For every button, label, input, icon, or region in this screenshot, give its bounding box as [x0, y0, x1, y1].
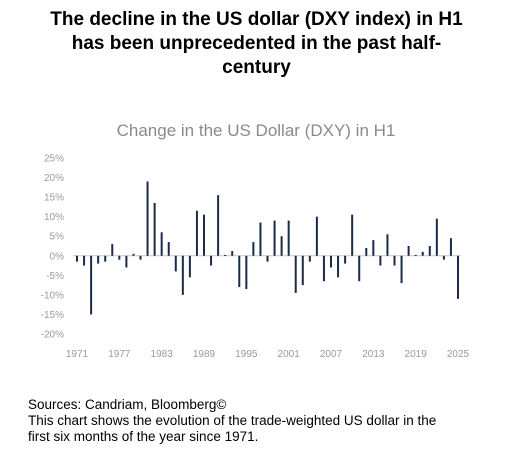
- bar-2016: [393, 255, 396, 266]
- chart-description-2: first six months of the year since 1971.: [28, 429, 259, 444]
- y-axis: 25% 20% 15% 10% 5% 0% -5% -10% -15% -20%: [41, 154, 461, 341]
- bar-1991: [217, 195, 220, 256]
- bar-2020: [421, 251, 424, 256]
- x-tick-label: 2013: [362, 349, 385, 360]
- headline-line-3: century: [222, 57, 291, 78]
- x-tick-label: 2019: [405, 349, 428, 360]
- bar-1976: [111, 244, 114, 256]
- bar-1983: [160, 232, 163, 256]
- bar-1973: [90, 255, 93, 315]
- bar-2018: [407, 246, 410, 256]
- bar-1999: [273, 220, 276, 256]
- bar-2007: [330, 255, 332, 268]
- bar-2025: [457, 255, 459, 299]
- y-tick-label: 15%: [44, 193, 64, 204]
- x-tick-label: 1989: [193, 349, 216, 360]
- x-tick-label: 2001: [278, 349, 301, 360]
- y-tick-label: -20%: [41, 330, 64, 341]
- bar-2023: [442, 255, 445, 260]
- bar-1981: [146, 181, 149, 256]
- bar-2000: [280, 236, 283, 256]
- x-tick-label: 1995: [235, 349, 258, 360]
- x-axis: 1971 1977 1983 1989 1995 2001 2007 2013 2019 2025: [66, 349, 470, 360]
- bar-2022: [435, 218, 438, 256]
- bar-2021: [428, 246, 431, 256]
- source-note: Sources: Candriam, Bloomberg©: [28, 397, 227, 412]
- bar-1993: [231, 251, 234, 256]
- bar-2017: [400, 255, 403, 284]
- bar-2019: [414, 254, 417, 256]
- x-tick-label: 1977: [108, 349, 131, 360]
- bar-2013: [372, 240, 375, 256]
- bar-2003: [301, 255, 304, 286]
- x-tick-label: 1983: [151, 349, 174, 360]
- y-tick-label: -10%: [41, 290, 64, 301]
- bar-1987: [188, 255, 191, 278]
- y-tick-label: -15%: [41, 310, 64, 321]
- bar-2004: [308, 255, 311, 262]
- dxy-bar-chart: Change in the US Dollar (DXY) in H1 25%2…: [41, 121, 470, 360]
- bar-1986: [181, 255, 184, 295]
- bar-1988: [195, 210, 198, 256]
- bar-1979: [132, 253, 135, 256]
- y-tick-label: 10%: [44, 212, 64, 223]
- bar-1985: [174, 255, 177, 272]
- bar-1995: [245, 255, 248, 290]
- headline-line-2: has been unprecedented in the past half-: [71, 33, 442, 54]
- headline-line-1: The decline in the US dollar (DXY index)…: [50, 9, 463, 30]
- y-tick-label: 0%: [50, 251, 65, 262]
- bar-2011: [358, 255, 361, 282]
- footer: Sources: Candriam, Bloomberg© This chart…: [28, 397, 508, 445]
- x-tick-label: 2025: [447, 349, 470, 360]
- bar-1974: [97, 255, 100, 264]
- chart-title: Change in the US Dollar (DXY) in H1: [117, 121, 396, 140]
- bar-1980: [139, 255, 142, 260]
- x-tick-label: 2007: [320, 349, 343, 360]
- bar-1978: [125, 255, 128, 268]
- bar-1975: [104, 255, 107, 262]
- bar-1977: [118, 255, 121, 260]
- bars: [76, 181, 459, 315]
- bar-2006: [322, 255, 325, 282]
- bar-1984: [167, 242, 170, 256]
- y-tick-label: 20%: [44, 173, 64, 184]
- bar-2010: [351, 214, 354, 256]
- bar-2015: [386, 234, 389, 256]
- bar-2012: [365, 247, 368, 256]
- bar-1996: [252, 242, 255, 256]
- headline: The decline in the US dollar (DXY index)…: [0, 8, 513, 80]
- bar-2009: [344, 255, 347, 264]
- bar-1992: [224, 254, 227, 256]
- y-tick-label: -5%: [46, 271, 64, 282]
- bar-1997: [259, 222, 262, 256]
- bar-1982: [153, 202, 156, 256]
- bar-1994: [238, 255, 241, 288]
- x-tick-label: 1971: [66, 349, 89, 360]
- y-tick-label: 25%: [44, 154, 64, 165]
- chart-description-1: This chart shows the evolution of the tr…: [28, 413, 437, 428]
- bar-1971: [76, 255, 78, 262]
- bar-2014: [379, 255, 382, 266]
- bar-2008: [337, 255, 340, 278]
- y-tick-label: 5%: [50, 232, 65, 243]
- bar-2001: [287, 220, 290, 256]
- bar-2002: [294, 255, 297, 293]
- bar-1998: [266, 255, 269, 262]
- bar-1990: [210, 255, 213, 266]
- bar-2024: [449, 238, 452, 256]
- bar-2005: [315, 216, 318, 256]
- bar-1972: [83, 255, 86, 266]
- bar-1989: [203, 214, 205, 256]
